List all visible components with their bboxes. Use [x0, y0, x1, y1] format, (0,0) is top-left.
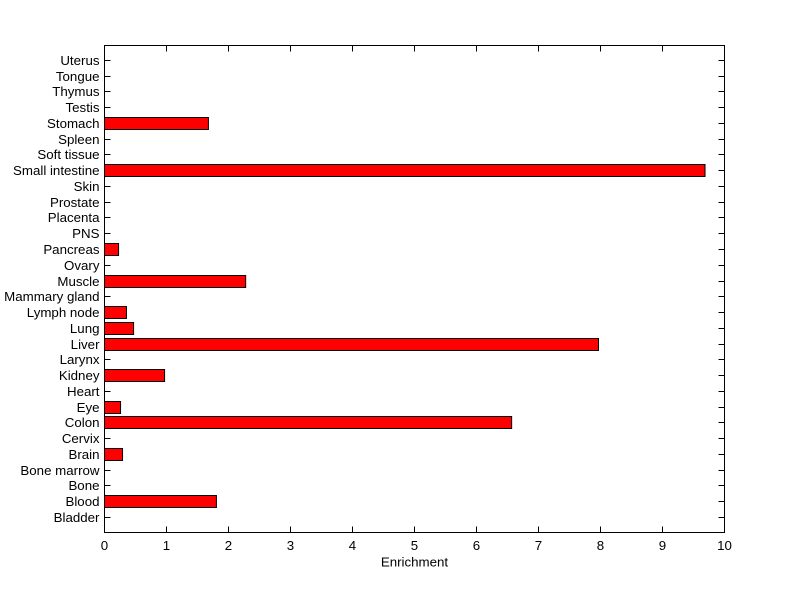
svg-text:Mammary gland: Mammary gland	[4, 289, 99, 304]
svg-text:10: 10	[717, 538, 732, 553]
svg-text:Pancreas: Pancreas	[43, 242, 100, 257]
svg-text:Eye: Eye	[77, 400, 100, 415]
svg-text:Heart: Heart	[67, 384, 100, 399]
svg-text:Bone marrow: Bone marrow	[20, 463, 99, 478]
svg-text:Bone: Bone	[68, 478, 99, 493]
svg-text:Liver: Liver	[71, 337, 100, 352]
svg-text:Ovary: Ovary	[64, 258, 100, 273]
svg-text:Enrichment: Enrichment	[381, 555, 449, 570]
svg-text:2: 2	[225, 538, 232, 553]
svg-text:Tongue: Tongue	[56, 69, 100, 84]
svg-text:Stomach: Stomach	[47, 116, 99, 131]
svg-text:0: 0	[101, 538, 108, 553]
svg-text:Muscle: Muscle	[57, 274, 99, 289]
svg-text:Uterus: Uterus	[60, 53, 100, 68]
svg-text:3: 3	[287, 538, 294, 553]
svg-text:Placenta: Placenta	[48, 210, 100, 225]
svg-text:Colon: Colon	[65, 415, 100, 430]
svg-text:Lung: Lung	[70, 321, 100, 336]
svg-text:Soft tissue: Soft tissue	[37, 147, 99, 162]
svg-text:Thymus: Thymus	[52, 84, 100, 99]
svg-text:PNS: PNS	[72, 226, 99, 241]
svg-text:4: 4	[349, 538, 356, 553]
svg-text:Spleen: Spleen	[58, 132, 99, 147]
svg-text:Lymph node: Lymph node	[27, 305, 100, 320]
svg-text:Kidney: Kidney	[59, 368, 100, 383]
svg-text:Brain: Brain	[68, 447, 99, 462]
svg-text:6: 6	[473, 538, 480, 553]
svg-text:5: 5	[411, 538, 418, 553]
svg-text:Skin: Skin	[74, 179, 100, 194]
svg-text:Prostate: Prostate	[50, 195, 100, 210]
svg-text:8: 8	[597, 538, 604, 553]
svg-text:Blood: Blood	[65, 494, 99, 509]
svg-text:Small intestine: Small intestine	[13, 163, 99, 178]
svg-text:Cervix: Cervix	[62, 431, 100, 446]
svg-text:Bladder: Bladder	[54, 510, 100, 525]
svg-text:Testis: Testis	[66, 100, 100, 115]
svg-text:7: 7	[535, 538, 542, 553]
svg-text:1: 1	[163, 538, 170, 553]
svg-text:9: 9	[659, 538, 666, 553]
svg-text:Larynx: Larynx	[60, 352, 100, 367]
